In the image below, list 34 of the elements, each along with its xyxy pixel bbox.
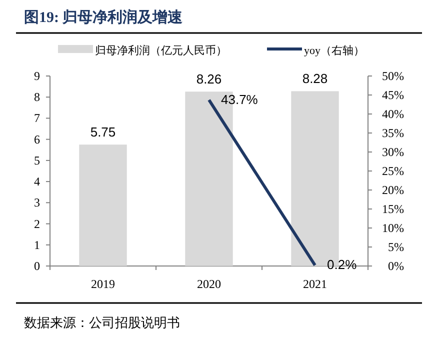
x-tick-label: 2021 bbox=[303, 277, 327, 291]
y2-tick-label: 20% bbox=[382, 183, 404, 197]
bar bbox=[79, 144, 127, 266]
y2-tick-label: 45% bbox=[382, 88, 404, 102]
y2-tick-label: 30% bbox=[382, 145, 404, 159]
y-tick-label: 0 bbox=[34, 259, 40, 273]
chart-title: 图19: 归母净利润及增速 bbox=[24, 8, 184, 26]
y-tick-label: 2 bbox=[34, 216, 40, 231]
source-note: 数据来源：公司招股说明书 bbox=[24, 315, 180, 330]
y-tick-label: 5 bbox=[34, 153, 40, 168]
y-tick-label: 9 bbox=[34, 69, 40, 83]
y2-tick-label: 50% bbox=[382, 69, 404, 83]
data-label: 8.28 bbox=[302, 71, 328, 86]
y2-tick-label: 5% bbox=[388, 240, 404, 254]
data-label: 5.75 bbox=[90, 124, 116, 140]
data-label: 8.26 bbox=[196, 72, 222, 87]
y-tick-label: 4 bbox=[34, 174, 40, 189]
legend-label: yoy（右轴） bbox=[304, 44, 364, 57]
y2-tick-label: 10% bbox=[382, 221, 404, 235]
y-tick-label: 7 bbox=[34, 111, 40, 126]
y2-tick-label: 15% bbox=[382, 202, 404, 216]
data-label: 43.7% bbox=[221, 92, 258, 107]
y2-tick-label: 40% bbox=[382, 107, 404, 121]
x-tick-label: 2020 bbox=[197, 277, 221, 291]
y2-tick-label: 0% bbox=[388, 259, 404, 273]
y-tick-label: 3 bbox=[34, 196, 40, 210]
y-tick-label: 8 bbox=[34, 90, 40, 104]
legend-label: 归母净利润（亿元人民币） bbox=[95, 44, 227, 57]
x-tick-label: 2019 bbox=[91, 277, 115, 291]
data-label: 0.2% bbox=[327, 257, 358, 272]
y2-tick-label: 25% bbox=[382, 164, 404, 178]
y-tick-label: 6 bbox=[34, 132, 40, 146]
y2-tick-label: 35% bbox=[382, 126, 404, 140]
y-tick-label: 1 bbox=[34, 238, 40, 252]
